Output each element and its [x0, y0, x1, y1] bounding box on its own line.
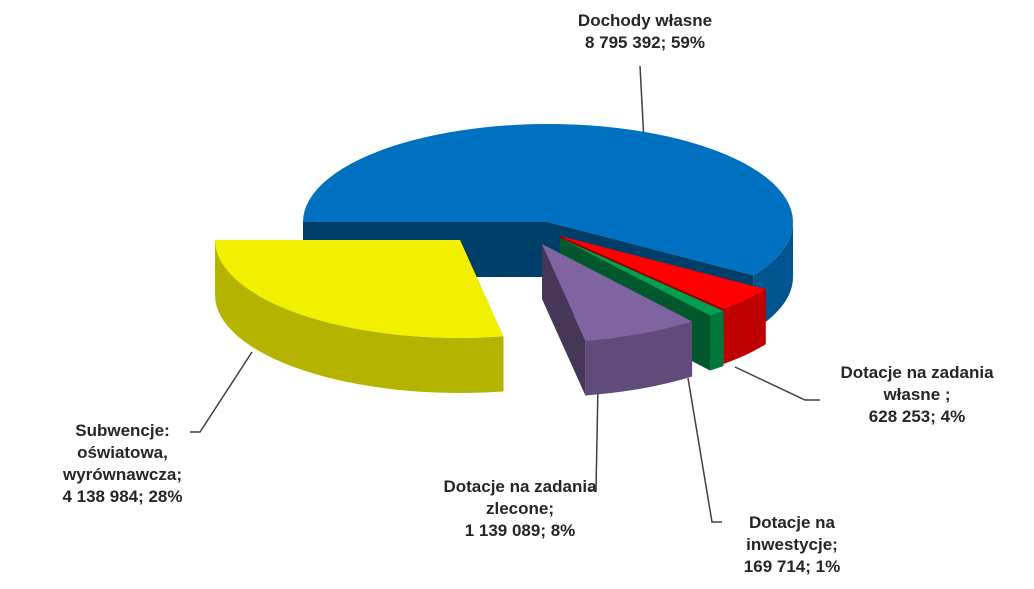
slice-side	[585, 321, 693, 396]
data-label: Dotacje na zadania własne ; 628 253; 4%	[822, 362, 1012, 428]
category-label: Dotacje na zadania własne ;	[840, 363, 994, 404]
category-label: Dotacje na zadania zlecone;	[443, 477, 597, 518]
category-label: Dochody własne	[577, 11, 713, 30]
leader-line	[734, 366, 820, 401]
pie-slice	[303, 124, 793, 276]
pie-slice	[215, 240, 504, 338]
value-label: 628 253; 4%	[868, 407, 966, 426]
data-label: Dochody własne 8 795 392; 59%	[520, 10, 770, 54]
value-label: 4 138 984; 28%	[62, 487, 183, 506]
leader-line	[190, 351, 253, 433]
pie-slice	[542, 244, 693, 341]
value-label: 8 795 392; 59%	[584, 33, 706, 52]
pie-slice	[560, 236, 766, 309]
slice-side	[723, 289, 766, 364]
pie-slice	[560, 238, 724, 316]
data-label: Dotacje na zadania zlecone; 1 139 089; 8%	[425, 476, 615, 542]
leader-line	[588, 384, 599, 491]
data-label: Subwencje: oświatowa, wyrównawcza; 4 138 …	[40, 420, 205, 508]
value-label: 169 714; 1%	[743, 557, 841, 576]
slice-side	[215, 240, 504, 393]
slice-side	[710, 310, 724, 371]
category-label: Subwencje: oświatowa, wyrównawcza;	[62, 421, 183, 484]
category-label: Dotacje na inwestycje;	[746, 513, 838, 554]
leader-line	[687, 377, 722, 523]
value-label: 1 139 089; 8%	[464, 521, 576, 540]
slice-face	[542, 244, 586, 396]
data-label: Dotacje na inwestycje; 169 714; 1%	[712, 512, 872, 578]
